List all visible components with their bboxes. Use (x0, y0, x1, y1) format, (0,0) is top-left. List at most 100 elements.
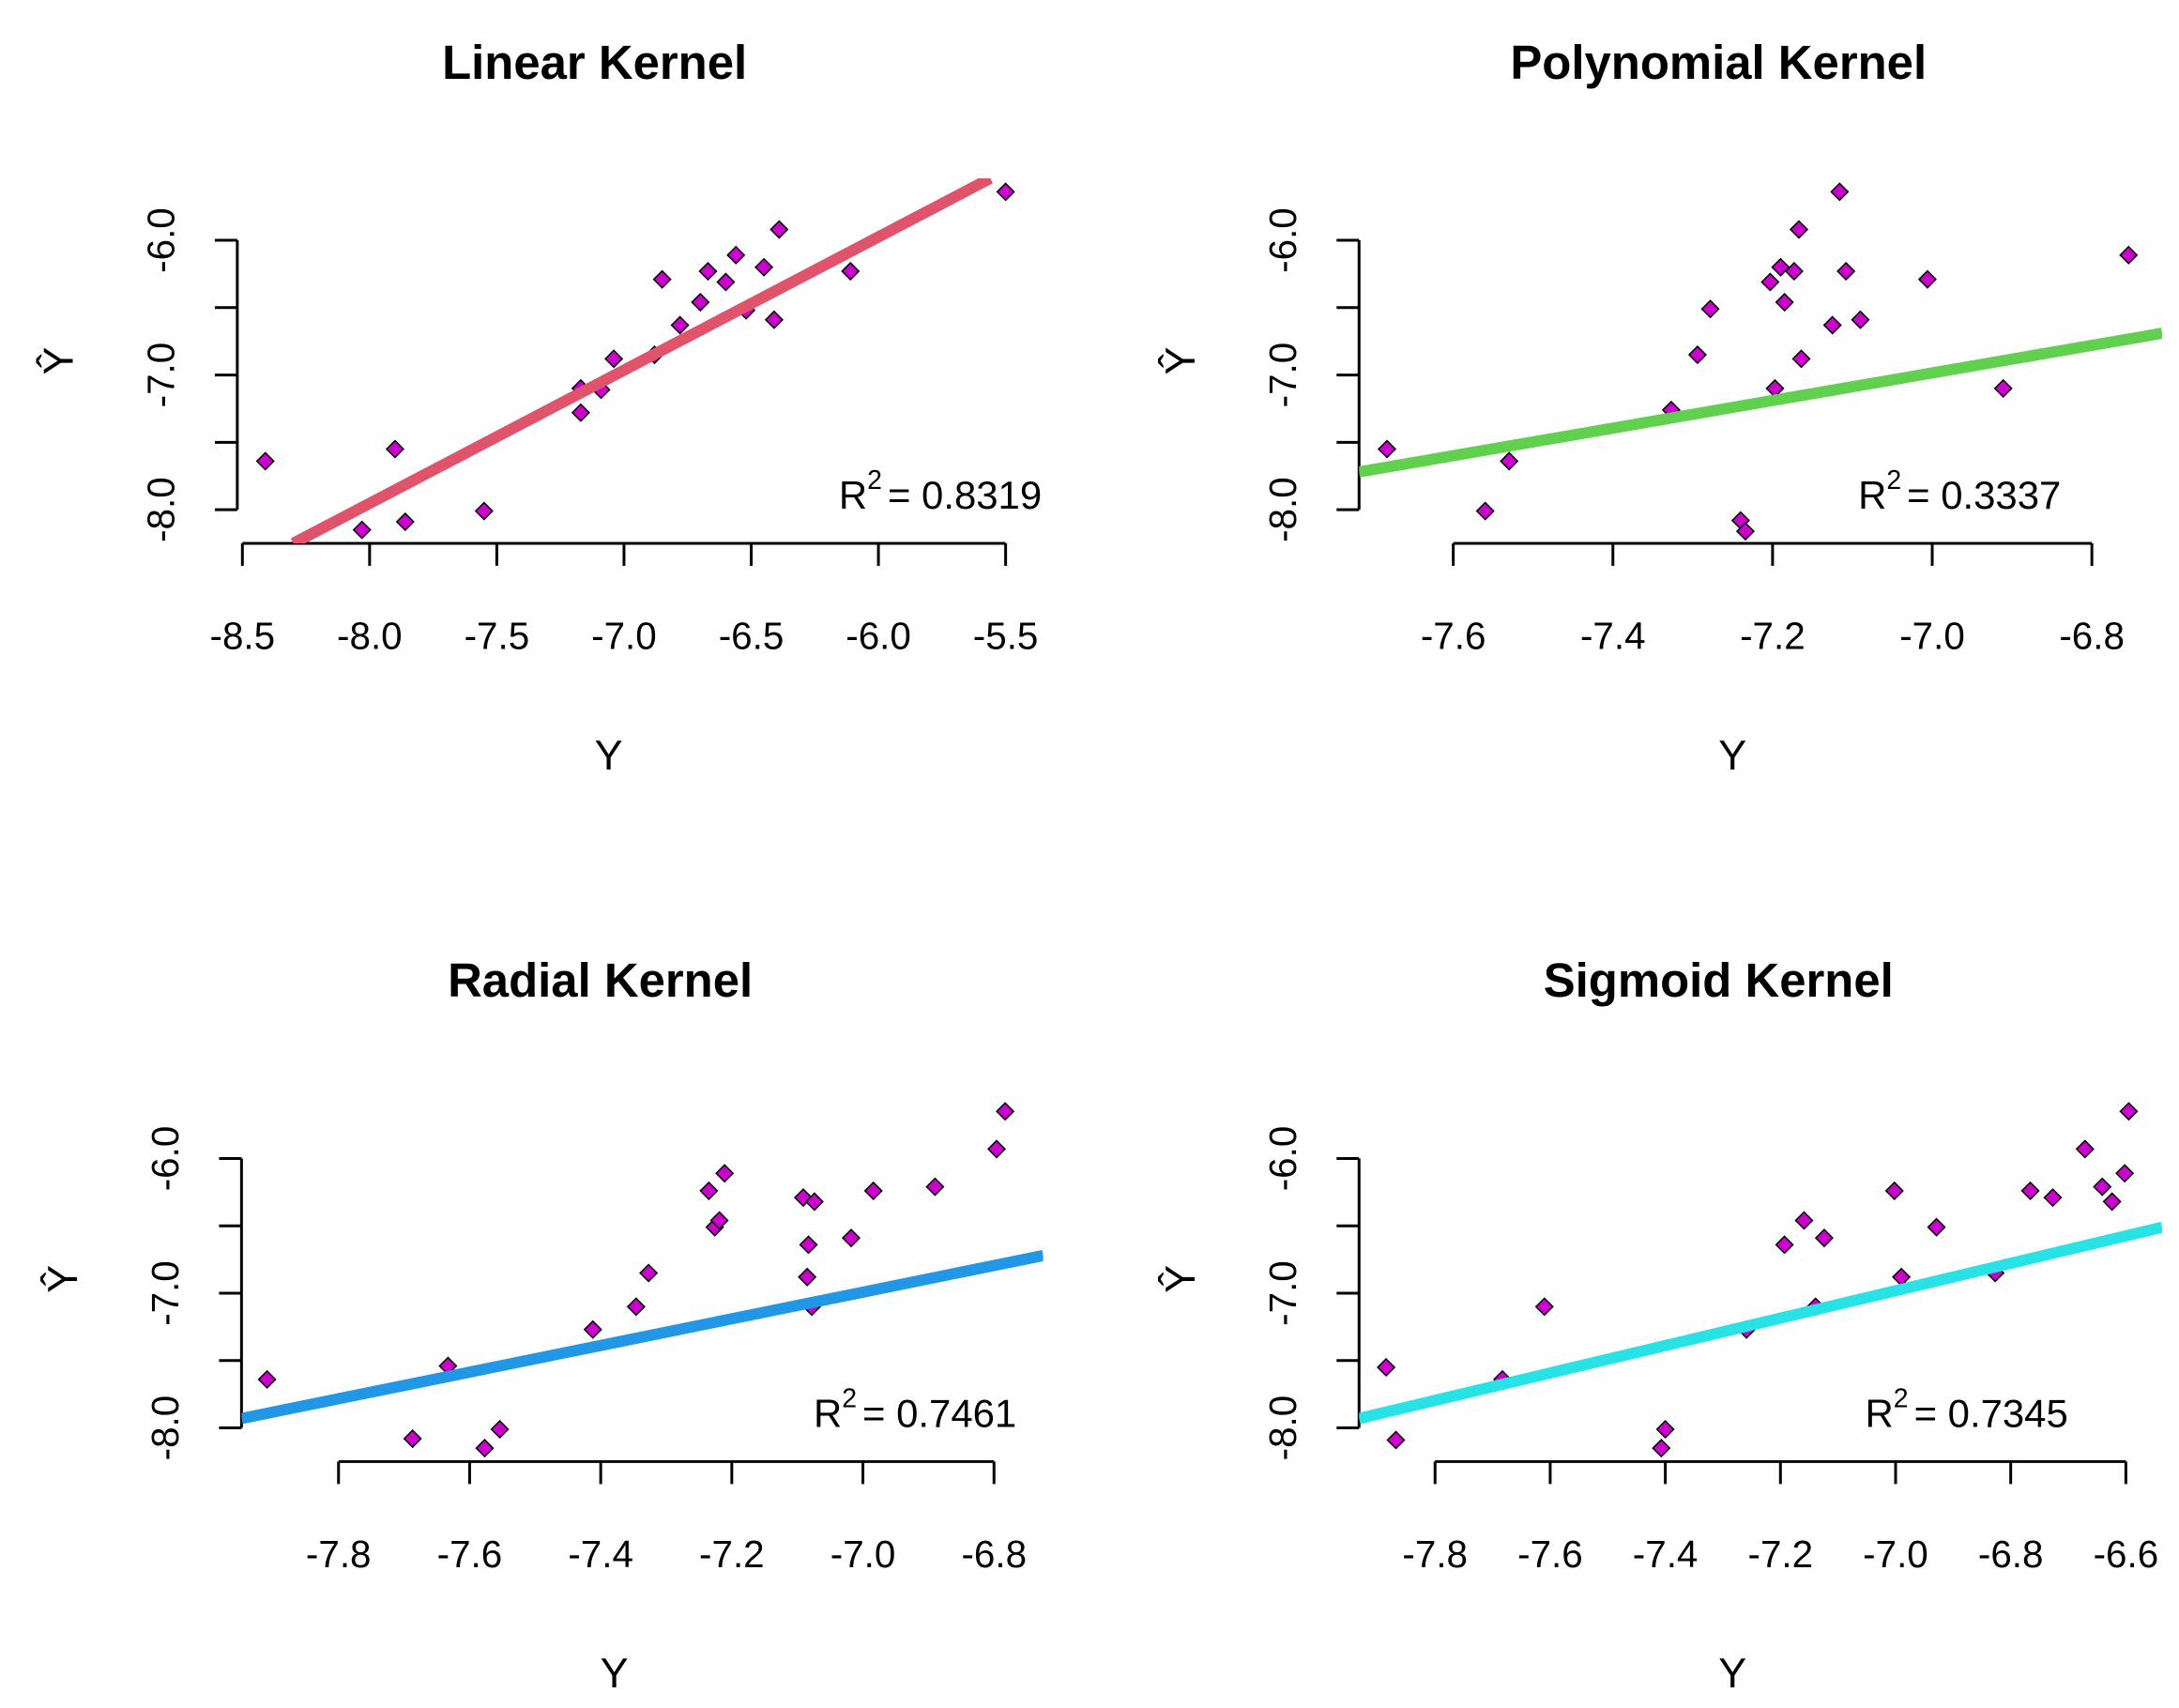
fit-line (1359, 1221, 2163, 1425)
data-point (709, 1211, 729, 1230)
x-tick-label: -8.5 (210, 614, 276, 657)
data-point (395, 511, 415, 532)
x-tick-label: -6.8 (2059, 614, 2125, 657)
x-tick-label: -7.4 (568, 1533, 633, 1576)
data-point (2119, 1102, 2139, 1121)
data-point (715, 1164, 735, 1183)
y-axis-label: Ŷ (1156, 347, 1204, 375)
data-point (1791, 349, 1811, 369)
data-point (257, 1369, 277, 1389)
data-point (670, 315, 690, 335)
x-tick-label: -7.6 (1421, 614, 1486, 657)
x-tick-label: -7.8 (306, 1533, 372, 1576)
x-tick-label: -7.4 (1633, 1533, 1699, 1576)
y-tick-label: -6.0 (1261, 207, 1304, 273)
data-point (1377, 439, 1397, 459)
x-tick-label: -7.6 (437, 1533, 503, 1576)
data-point (1771, 257, 1790, 277)
data-point (2093, 1177, 2112, 1197)
data-point (1500, 451, 1519, 471)
data-point (255, 451, 275, 471)
panel: Radial Kernel Y Ŷ -7.8 -7.6 -7.4 -7.2 -7.0 -6.8 -… (38, 953, 1044, 1697)
y-tick-label: -6.0 (144, 1126, 187, 1192)
data-point (352, 520, 372, 540)
panel-title: Linear Kernel (442, 36, 747, 89)
data-point (691, 293, 710, 313)
r-squared: R2 = 0.7461 (814, 1383, 1016, 1436)
data-point (2119, 245, 2139, 265)
y-tick-label: -7.0 (144, 1260, 187, 1326)
data-point (1687, 345, 1707, 365)
data-point (639, 1263, 659, 1283)
r-squared-exponent: 2 (867, 465, 882, 496)
data-point (1917, 269, 1937, 289)
data-point (1775, 1235, 1794, 1255)
data-point (996, 182, 1015, 202)
fit-line (1359, 328, 2163, 478)
x-tick-label: -7.0 (830, 1533, 896, 1576)
data-point (1789, 220, 1808, 239)
data-point (1794, 1211, 1814, 1230)
panel-title: Radial Kernel (448, 953, 753, 1007)
r-squared-symbol: R (1866, 1392, 1894, 1436)
data-point (2102, 1192, 2122, 1212)
y-tick-label: -6.0 (1261, 1126, 1304, 1192)
data-point (699, 1181, 719, 1200)
panel-title: Polynomial Kernel (1510, 36, 1927, 89)
x-axis-label: Y (595, 731, 623, 779)
r-squared: R2 = 0.3337 (1858, 465, 2061, 518)
x-axis-label: Y (1718, 731, 1746, 779)
data-point (1700, 299, 1720, 319)
y-tick-label: -7.0 (1261, 1260, 1304, 1326)
x-tick-label: -6.8 (961, 1533, 1027, 1576)
data-point (863, 1181, 883, 1200)
data-point (385, 439, 404, 459)
y-tick-label: -6.0 (140, 207, 183, 273)
data-point (2115, 1164, 2135, 1183)
data-point (474, 501, 494, 521)
data-point (583, 1319, 602, 1339)
r-squared-value: = 0.7345 (1914, 1392, 2068, 1436)
x-tick-label: -7.8 (1402, 1533, 1468, 1576)
data-point (798, 1267, 817, 1287)
y-axis-label: Ŷ (1156, 1265, 1204, 1293)
data-point (841, 262, 861, 282)
data-point (2020, 1181, 2040, 1200)
x-tick-label: -6.5 (719, 614, 785, 657)
data-point (841, 1228, 861, 1248)
r-squared: R2 = 0.7345 (1866, 1383, 2068, 1436)
data-point (1814, 1228, 1834, 1248)
data-point (726, 245, 746, 265)
data-point (652, 269, 672, 289)
r-squared-exponent: 2 (842, 1383, 857, 1413)
r-squared-value: = 0.3337 (1907, 473, 2061, 517)
data-point (754, 257, 774, 277)
data-point (1784, 262, 1804, 282)
data-point (925, 1177, 945, 1197)
x-tick-label: -6.6 (2094, 1533, 2159, 1576)
data-point (1534, 1297, 1554, 1317)
data-point (1836, 262, 1856, 282)
r-squared-symbol: R (814, 1392, 842, 1436)
data-point (799, 1235, 818, 1255)
panel-title: Sigmoid Kernel (1544, 953, 1894, 1007)
data-point (1735, 522, 1756, 541)
y-tick-label: -7.0 (1261, 343, 1304, 408)
x-tick-label: -7.2 (699, 1533, 765, 1576)
data-point (604, 349, 624, 369)
y-axis-label: Ŷ (35, 347, 83, 375)
data-point (1993, 378, 2013, 398)
r-squared-symbol: R (839, 473, 867, 517)
y-tick-label: -8.0 (140, 477, 183, 542)
panel: Linear Kernel Y Ŷ -8.5 -8.0 -7.5 -7.0 -6.5 -6.0 -… (35, 36, 1042, 779)
y-tick-label: -7.0 (140, 343, 183, 408)
data-point (1822, 315, 1842, 335)
x-tick-label: -7.2 (1748, 1533, 1814, 1576)
data-point (770, 220, 789, 239)
data-point (571, 403, 590, 422)
data-point (996, 1102, 1015, 1121)
x-tick-label: -7.2 (1740, 614, 1806, 657)
data-point (1927, 1217, 1946, 1237)
r-squared-exponent: 2 (1886, 465, 1901, 496)
data-point (1830, 182, 1850, 202)
